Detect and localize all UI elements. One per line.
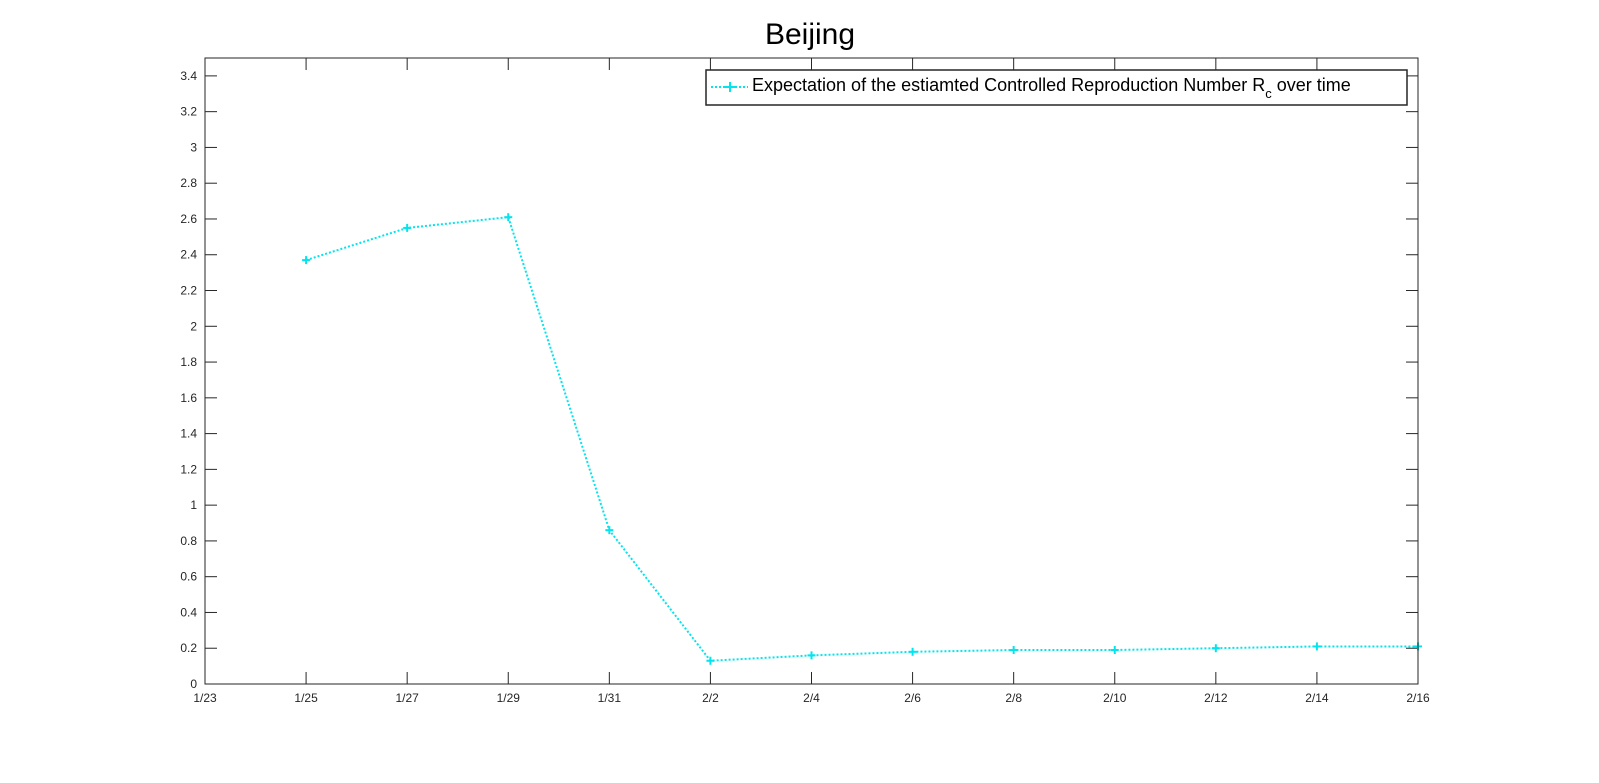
y-tick-label: 2 <box>190 319 197 333</box>
legend-label-main: Expectation of the estiamted Controlled … <box>752 75 1265 95</box>
y-tick-label: 1.6 <box>180 391 197 405</box>
y-tick-label: 3.4 <box>180 69 197 83</box>
data-point-marker <box>908 647 917 656</box>
legend-label-subscript: c <box>1265 86 1272 101</box>
x-tick-label: 1/31 <box>598 691 622 705</box>
data-point-marker <box>1211 644 1220 653</box>
y-tick-label: 2.8 <box>180 176 197 190</box>
data-point-marker <box>302 256 311 265</box>
x-tick-label: 2/6 <box>904 691 921 705</box>
data-point-marker <box>1110 646 1119 655</box>
x-tick-label: 2/10 <box>1103 691 1127 705</box>
plot-area: 1/23 1/25 1/27 1/29 1/31 2/2 2/4 2/6 2/8 2/10 2/12… <box>180 57 1430 705</box>
y-tick-label: 0.8 <box>180 534 197 548</box>
y-tick-label: 2.2 <box>180 284 197 298</box>
data-point-marker <box>1009 646 1018 655</box>
y-tick-label: 0 <box>190 677 197 691</box>
series-line <box>305 216 1418 662</box>
plot-frame <box>204 57 1419 685</box>
data-point-marker <box>403 223 412 232</box>
x-tick-label: 2/12 <box>1204 691 1228 705</box>
legend-marker <box>725 82 735 92</box>
x-tick-label: 2/16 <box>1406 691 1430 705</box>
legend-label: Expectation of the estiamted Controlled … <box>752 75 1351 101</box>
x-tick-label: 1/25 <box>294 691 318 705</box>
x-tick-label: 2/14 <box>1305 691 1329 705</box>
data-point-marker <box>504 213 513 222</box>
y-tick-label: 1.8 <box>180 355 197 369</box>
data-point-marker <box>605 526 614 535</box>
legend-box <box>705 69 1408 106</box>
y-tick-label: 1.4 <box>180 427 197 441</box>
y-tick-labels: 0 0.2 0.4 0.6 0.8 1 1.2 1.4 1.6 1.8 2 2.2 2.4 2.6 2.8 3… <box>180 69 197 691</box>
y-tick-label: 2.4 <box>180 248 197 262</box>
x-tick-label: 2/2 <box>702 691 719 705</box>
y-tick-label: 0.6 <box>180 570 197 584</box>
data-point-marker <box>706 656 715 665</box>
x-tick-label: 1/23 <box>193 691 217 705</box>
legend: Expectation of the estiamted Controlled … <box>705 69 1408 106</box>
series-layer <box>302 213 1422 665</box>
y-tick-label: 2.6 <box>180 212 197 226</box>
x-tick-label: 1/27 <box>395 691 419 705</box>
x-tick-label: 2/4 <box>803 691 820 705</box>
data-point-marker <box>807 651 816 660</box>
y-tick-label: 1 <box>190 498 197 512</box>
y-tick-label: 0.2 <box>180 641 197 655</box>
y-tick-label: 0.4 <box>180 605 197 619</box>
y-tick-label: 1.2 <box>180 462 197 476</box>
axis-ticks <box>204 58 1419 685</box>
x-tick-label: 1/29 <box>497 691 521 705</box>
legend-label-suffix: over time <box>1272 75 1351 95</box>
y-tick-label: 3 <box>190 140 197 154</box>
data-point-marker <box>1312 642 1321 651</box>
plot-area-background <box>205 58 1418 684</box>
chart-title: Beijing <box>765 18 855 51</box>
x-tick-label: 2/8 <box>1005 691 1022 705</box>
y-tick-label: 3.2 <box>180 105 197 119</box>
x-tick-labels: 1/23 1/25 1/27 1/29 1/31 2/2 2/4 2/6 2/8 2/10 2/12… <box>193 691 1430 705</box>
